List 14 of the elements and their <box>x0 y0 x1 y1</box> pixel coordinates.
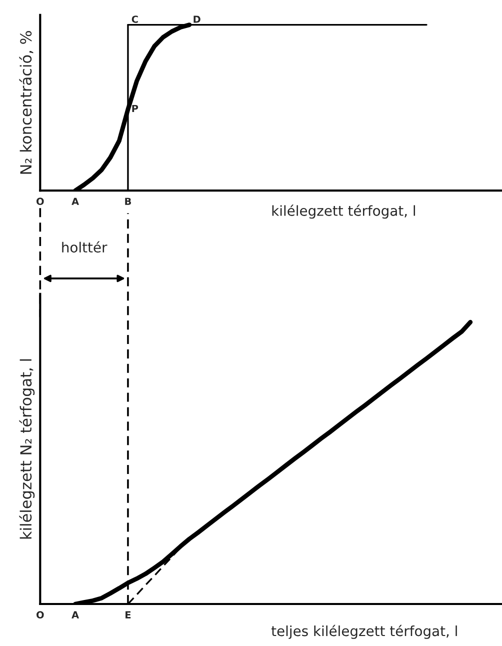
x-axis-title: kilélegzett térfogat, l <box>272 204 415 219</box>
x-tick-label: E <box>126 611 131 618</box>
x-tick-label: A <box>72 198 79 205</box>
text: holttér <box>62 241 108 253</box>
annotation: D <box>194 16 200 23</box>
y-axis-title: kilélegzett N₂ térfogat, l <box>19 359 35 539</box>
x-tick-label: O <box>36 611 44 618</box>
x-axis-title: teljes kilélegzett térfogat, l <box>271 624 457 639</box>
y-axis-title: N₂ koncentráció, % <box>19 31 34 174</box>
annotation: C <box>132 16 138 23</box>
annotation: P <box>132 104 138 112</box>
x-tick-label: B <box>125 198 131 205</box>
x-tick-label: O <box>36 198 44 206</box>
x-tick-label: A <box>72 611 79 618</box>
